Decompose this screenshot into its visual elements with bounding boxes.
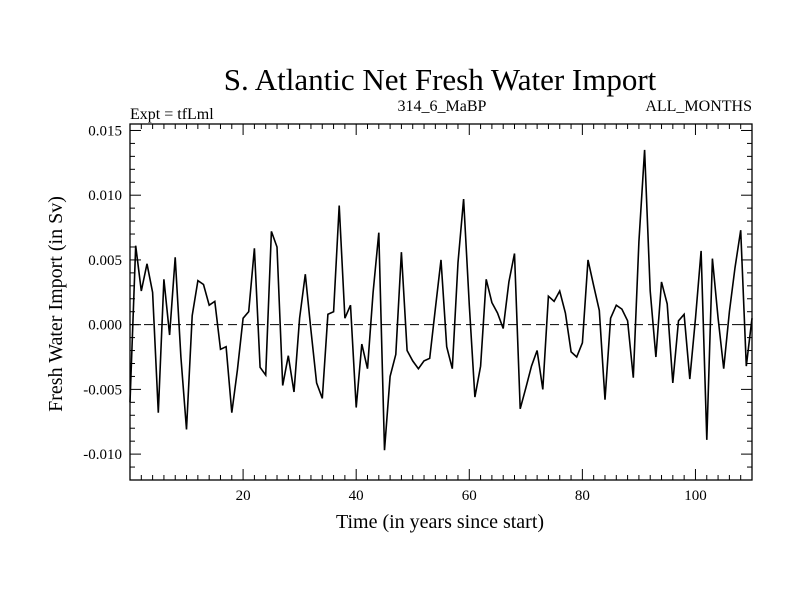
axes: 20 40 60 80 100 -0.010 -0.005 0.000 0.005 0.010 0.…	[83, 123, 753, 504]
x-tick-label: 60	[462, 488, 477, 504]
x-tick-label: 80	[575, 488, 590, 504]
y-axis-label: Fresh Water Import (in Sv)	[45, 196, 67, 412]
series-line	[129, 149, 753, 451]
y-tick-label: -0.005	[83, 382, 122, 398]
y-tick-label: 0.015	[88, 123, 122, 139]
x-tick-label: 20	[236, 488, 251, 504]
chart-title: S. Atlantic Net Fresh Water Import	[224, 62, 657, 97]
y-tick-label: 0.000	[88, 318, 122, 334]
x-axis-label: Time (in years since start)	[336, 511, 544, 533]
series-layer	[129, 149, 753, 451]
plot-frame	[129, 123, 753, 481]
months-label: ALL_MONTHS	[645, 98, 752, 115]
run-id-label: 314_6_MaBP	[398, 98, 487, 115]
experiment-label: Expt = tfLml	[130, 106, 214, 123]
y-tick-label: 0.010	[88, 188, 122, 204]
x-tick-label: 40	[349, 488, 364, 504]
y-tick-label: -0.010	[83, 447, 122, 463]
y-tick-label: 0.005	[88, 253, 122, 269]
x-tick-label: 100	[684, 488, 707, 504]
